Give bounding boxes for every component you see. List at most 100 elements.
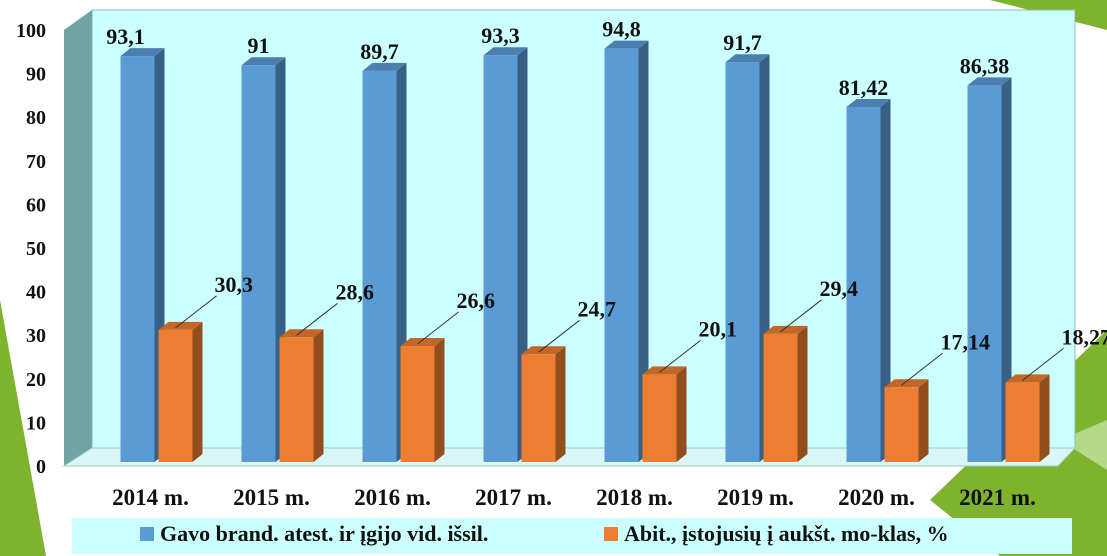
bar-side [192, 321, 203, 462]
bar-top [400, 338, 445, 347]
bar-side [555, 346, 566, 462]
bar-side [880, 99, 891, 463]
bar [725, 62, 760, 463]
x-tick-label: 2017 m. [475, 485, 552, 510]
y-tick-label: 50 [26, 238, 46, 260]
data-label: 18,27 [1062, 324, 1107, 349]
bar-side [918, 379, 929, 462]
x-tick-label: 2018 m. [596, 485, 673, 510]
bar-top [362, 62, 407, 71]
bar-side [313, 329, 324, 462]
bar-side [638, 40, 649, 463]
data-labels: 93,1 30,3 91 28,6 89,7 26,6 93,3 24,7 94,8 20,1 91… [106, 17, 1107, 386]
x-tick-label: 2014 m. [112, 485, 189, 510]
data-label: 86,38 [960, 53, 1010, 78]
label-leader-line [1022, 347, 1064, 381]
bar-top [846, 99, 891, 108]
label-leader-line [780, 299, 822, 333]
bar-top [642, 366, 687, 375]
legend: Gavo brand. atest. ir įgijo vid. išsil. A… [72, 518, 1072, 554]
bar [642, 374, 677, 462]
data-label: 91,7 [723, 30, 762, 55]
data-label: 93,1 [106, 24, 145, 49]
legend-swatch [140, 527, 154, 541]
y-tick-label: 60 [26, 194, 46, 216]
bar [967, 85, 1002, 462]
data-label: 89,7 [360, 39, 399, 64]
bar-top [725, 54, 770, 63]
y-axis: 0 10 20 30 40 50 60 70 80 90 100 [16, 20, 46, 478]
y-tick-label: 20 [26, 369, 46, 391]
bar-side [676, 366, 687, 462]
data-label: 26,6 [457, 288, 496, 313]
bar-side [434, 338, 445, 462]
data-label: 81,42 [839, 75, 889, 100]
legend-box [72, 518, 1072, 554]
bars [120, 40, 1050, 463]
label-leader-line [538, 319, 580, 353]
x-tick-label: 2021 m. [959, 485, 1036, 510]
bar-top [241, 57, 286, 66]
bar [400, 346, 435, 462]
bar [241, 65, 276, 463]
data-label: 93,3 [481, 23, 520, 48]
y-tick-label: 70 [26, 151, 46, 173]
data-label: 91 [248, 33, 270, 58]
bar-top [158, 321, 203, 330]
data-label: 24,7 [578, 296, 617, 321]
y-tick-label: 100 [16, 20, 46, 42]
bar-top [120, 48, 165, 57]
label-leader-line [659, 339, 701, 373]
data-label: 17,14 [941, 329, 991, 354]
bar [846, 107, 881, 463]
bar [763, 333, 798, 462]
y-tick-label: 80 [26, 107, 46, 129]
bar-top [1005, 374, 1050, 383]
x-axis: 2014 m. 2015 m. 2016 m. 2017 m. 2018 m. 2019 … [112, 485, 1036, 510]
legend-label: Abit., įstojusių į aukšt. mo-klas, % [624, 521, 949, 546]
bar-top [604, 40, 649, 49]
bar [1005, 382, 1040, 462]
data-label: 94,8 [602, 17, 641, 42]
bottom-right-light-accent [1060, 420, 1107, 470]
bar [521, 354, 556, 462]
bar-top [763, 325, 808, 334]
bar-top [884, 379, 929, 388]
legend-swatch [604, 527, 618, 541]
bar-top [521, 346, 566, 355]
y-tick-label: 40 [26, 282, 46, 304]
bar [120, 56, 155, 463]
bar [362, 70, 397, 463]
y-tick-label: 90 [26, 64, 46, 86]
label-leader-line [417, 311, 459, 345]
data-label: 28,6 [336, 279, 375, 304]
bar-side [1001, 77, 1012, 462]
legend-label: Gavo brand. atest. ir įgijo vid. išsil. [160, 521, 488, 546]
bar-side [797, 325, 808, 462]
data-label: 29,4 [820, 276, 859, 301]
bar [483, 55, 518, 462]
label-leader-line [175, 295, 217, 329]
bar [158, 329, 193, 462]
label-leader-line [296, 302, 338, 336]
bar [279, 337, 314, 462]
bar-top [967, 77, 1012, 86]
x-tick-label: 2019 m. [717, 485, 794, 510]
y-tick-label: 30 [26, 325, 46, 347]
bar [604, 48, 639, 463]
x-tick-label: 2016 m. [354, 485, 431, 510]
left-green-accent [0, 300, 46, 556]
y-tick-label: 10 [26, 412, 46, 434]
y-tick-label: 0 [36, 456, 46, 478]
data-label: 30,3 [215, 272, 254, 297]
bar-side [1039, 374, 1050, 462]
data-label: 20,1 [699, 316, 738, 341]
x-tick-label: 2015 m. [233, 485, 310, 510]
bar [884, 387, 919, 462]
label-leader-line [901, 352, 943, 386]
plot-side-wall [64, 10, 92, 466]
bar-top [279, 329, 324, 338]
bar-top [483, 47, 528, 56]
